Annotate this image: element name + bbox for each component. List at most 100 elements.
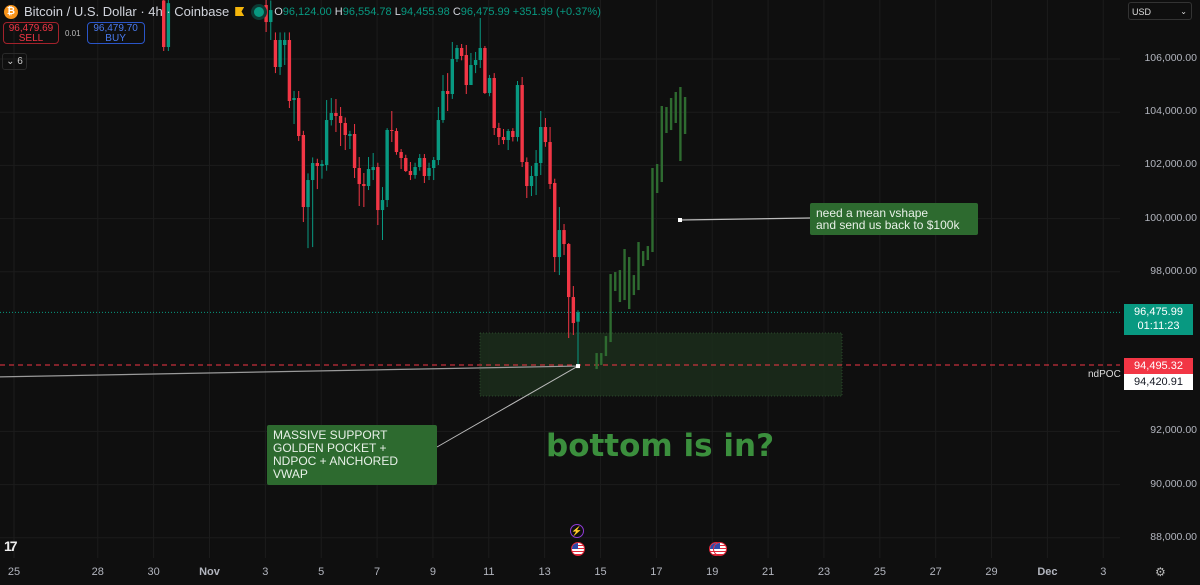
candle-down	[520, 85, 524, 163]
support-note[interactable]: MASSIVE SUPPORT GOLDEN POCKET + NDPOC + AN…	[267, 425, 437, 485]
current-price-badge: 96,475.99 01:11:23	[1124, 304, 1193, 335]
candle-down	[459, 47, 464, 56]
date-tick-label: 13	[538, 566, 551, 578]
date-tick-label: 21	[761, 566, 775, 578]
candle-down	[264, 5, 268, 23]
date-tick-label: 25	[873, 566, 886, 578]
support-callout-line[interactable]	[436, 365, 579, 448]
flag-icon[interactable]	[235, 7, 245, 16]
buy-button[interactable]: 96,479.70 BUY	[86, 22, 145, 44]
candle-down	[553, 183, 557, 258]
candle-up	[539, 127, 543, 164]
candles	[162, 0, 580, 367]
candle-down	[543, 127, 548, 143]
date-tick-label: 28	[91, 566, 104, 578]
date-tick-label: Dec	[1037, 566, 1058, 578]
projection-bar	[632, 275, 636, 296]
candle-up	[329, 112, 333, 121]
candle-up	[506, 131, 510, 141]
date-tick-label: 9	[429, 566, 436, 578]
headline-text[interactable]: bottom is in?	[546, 428, 775, 464]
candle-down	[343, 122, 347, 135]
candle-up	[576, 312, 580, 322]
candle-down	[404, 158, 408, 172]
candle-up	[431, 160, 436, 169]
candle-down	[352, 133, 357, 169]
candle-up	[473, 60, 478, 66]
callout-anchor-handle[interactable]	[678, 218, 682, 223]
candle-up	[348, 133, 352, 137]
price-tick-label: 100,000.00	[1144, 211, 1197, 224]
event-lightning-icon[interactable]: ⚡	[570, 524, 584, 538]
date-tick-label: 19	[706, 566, 719, 578]
projection-bar	[669, 97, 673, 131]
candle-up	[529, 176, 534, 187]
grid	[0, 0, 1120, 558]
price-tick-label: 98,000.00	[1150, 264, 1197, 277]
candle-up	[278, 40, 282, 68]
currency-select[interactable]: USD ⌄	[1128, 2, 1192, 20]
candle-down	[390, 129, 394, 132]
date-tick-label: 17	[650, 566, 663, 578]
candle-down	[273, 40, 278, 68]
candle-down	[562, 230, 566, 245]
candle-up	[320, 164, 324, 167]
price-tick-label: 92,000.00	[1150, 424, 1197, 437]
date-tick-label: Nov	[199, 566, 220, 578]
ndpoc-label: ndPOC	[1088, 369, 1121, 380]
vshape-callout-line[interactable]	[679, 217, 811, 221]
projection-bar	[614, 272, 617, 292]
sell-button[interactable]: 96,479.69 SELL	[3, 22, 59, 44]
candle-up	[427, 168, 431, 177]
projection-bar	[665, 107, 668, 134]
candle-down	[301, 134, 306, 208]
candle-up	[441, 90, 445, 121]
projection-bar	[595, 353, 598, 370]
candle-down	[334, 112, 338, 117]
us-economic-event-icon[interactable]	[713, 542, 727, 556]
date-tick-label: 3	[1100, 566, 1107, 578]
date-tick-label: 3	[262, 566, 269, 578]
projection-bar	[655, 164, 659, 194]
date-tick-label: 27	[929, 566, 942, 578]
candle-up	[450, 59, 455, 95]
vshape-note[interactable]: need a mean vshape and send us back to $1…	[810, 203, 978, 235]
indicators-toggle-button[interactable]: ⌄ 6	[2, 53, 27, 70]
candle-down	[548, 142, 552, 185]
candle-up	[478, 47, 482, 61]
date-tick-label: 5	[318, 566, 325, 578]
price-tick-label: 104,000.00	[1144, 105, 1197, 118]
symbol-title[interactable]: Bitcoin / U.S. Dollar · 4h · Coinbase	[24, 4, 230, 19]
candle-up	[166, 3, 171, 48]
tradingview-logo[interactable]: 17	[4, 538, 18, 554]
price-tick-label: 90,000.00	[1150, 477, 1197, 490]
date-tick-label: 11	[483, 566, 495, 578]
candle-down	[571, 297, 576, 324]
candle-down	[497, 128, 501, 137]
candle-up	[469, 65, 473, 86]
candle-down	[287, 40, 292, 102]
anchored-vwap-line[interactable]	[0, 365, 579, 378]
candle-up	[418, 158, 422, 168]
candle-up	[436, 120, 441, 161]
candle-down	[511, 131, 515, 137]
symbol-header[interactable]: ₿ Bitcoin / U.S. Dollar · 4h · Coinbase …	[4, 4, 601, 19]
callout-anchor-handle[interactable]	[576, 364, 580, 369]
candle-up	[269, 10, 273, 23]
candle-down	[501, 136, 506, 141]
candle-up	[292, 97, 296, 101]
projection-bar	[609, 274, 612, 343]
candle-up	[371, 167, 375, 171]
candle-down	[492, 77, 496, 129]
projection-bar	[674, 92, 677, 123]
candle-down	[162, 0, 166, 48]
settings-gear-icon[interactable]: ⚙	[1155, 565, 1166, 579]
candle-up	[324, 120, 329, 166]
projection-bar	[618, 270, 622, 303]
ohlc-values: O96,124.00 H96,554.78 L94,455.98 C96,475…	[274, 5, 601, 18]
date-tick-label: 23	[817, 566, 831, 578]
candle-down	[422, 158, 427, 177]
us-economic-event-icon[interactable]	[571, 542, 585, 556]
date-tick-label: 25	[7, 566, 21, 578]
